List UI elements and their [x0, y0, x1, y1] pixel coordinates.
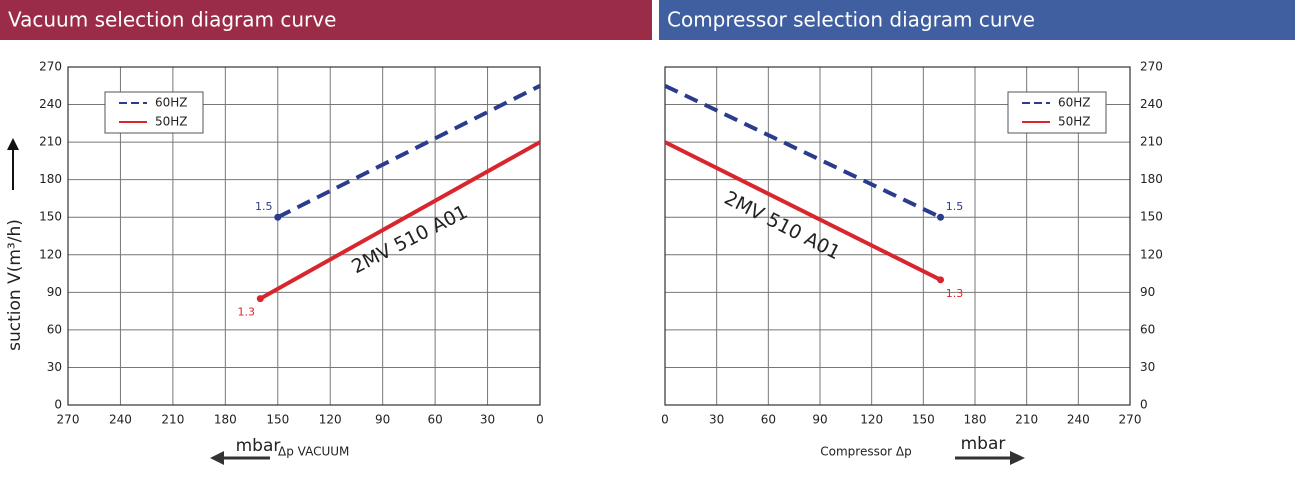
legend-label: 50HZ [1058, 115, 1091, 129]
y-tick-label: 90 [1140, 285, 1155, 299]
x-tick-label: 150 [266, 413, 289, 427]
legend-label: 60HZ [155, 96, 188, 110]
x-tick-label: 210 [161, 413, 184, 427]
x-tick-label: 180 [214, 413, 237, 427]
chart-title: Vacuum selection diagram curve [8, 8, 336, 32]
endpoint [937, 276, 945, 284]
endpoint-label: 1.3 [238, 306, 256, 319]
y-arrow-head [7, 138, 19, 150]
x-tick-label: 240 [109, 413, 132, 427]
y-tick-label: 270 [39, 60, 62, 74]
y-tick-label: 60 [1140, 322, 1155, 336]
x-tick-label: 240 [1067, 413, 1090, 427]
chart-title: Compressor selection diagram curve [667, 8, 1035, 32]
x-tick-label: 210 [1015, 413, 1038, 427]
y-tick-label: 0 [54, 398, 62, 412]
x-tick-label: 60 [427, 413, 442, 427]
series-line [664, 140, 942, 282]
endpoint [937, 213, 945, 221]
y-tick-label: 0 [1140, 398, 1148, 412]
x-tick-label: 0 [661, 413, 669, 427]
series-line [664, 83, 942, 220]
header-bar [0, 0, 652, 40]
legend-box [1007, 91, 1107, 134]
y-tick-label: 150 [39, 210, 62, 224]
endpoint [274, 213, 282, 221]
legend-label: 50HZ [155, 115, 188, 129]
x-tick-label: 30 [480, 413, 495, 427]
x-arrow-head [210, 451, 224, 465]
y-tick-label: 30 [1140, 360, 1155, 374]
y-tick-label: 240 [39, 97, 62, 111]
plot-frame [67, 66, 541, 406]
endpoint-label: 1.5 [255, 200, 273, 213]
x-axis-label: Compressor Δp [820, 445, 912, 459]
x-tick-label: 270 [1119, 413, 1142, 427]
y-tick-label: 120 [1140, 247, 1163, 261]
x-axis-label: Δp VACUUM [278, 445, 349, 459]
y-tick-label: 210 [1140, 135, 1163, 149]
series-line [259, 140, 541, 301]
x-tick-label: 270 [57, 413, 80, 427]
endpoint-label: 1.3 [946, 287, 964, 300]
y-tick-label: 60 [47, 322, 62, 336]
y-tick-label: 210 [39, 135, 62, 149]
y-tick-label: 30 [47, 360, 62, 374]
plot-frame [664, 66, 1131, 406]
x-axis-unit: mbar [961, 434, 1006, 454]
y-tick-label: 120 [39, 247, 62, 261]
x-tick-label: 30 [709, 413, 724, 427]
series-line [276, 83, 541, 220]
x-tick-label: 90 [812, 413, 827, 427]
y-tick-label: 150 [1140, 210, 1163, 224]
header-bar [659, 0, 1295, 40]
x-tick-label: 0 [536, 413, 544, 427]
endpoint [256, 295, 264, 303]
x-tick-label: 60 [761, 413, 776, 427]
x-arrow-head [1010, 451, 1025, 465]
y-tick-label: 270 [1140, 60, 1163, 74]
y-tick-label: 180 [39, 172, 62, 186]
x-tick-label: 180 [964, 413, 987, 427]
x-tick-label: 150 [912, 413, 935, 427]
x-tick-label: 120 [860, 413, 883, 427]
y-tick-label: 240 [1140, 97, 1163, 111]
legend-box [104, 91, 204, 134]
x-axis-unit: mbar [236, 436, 281, 456]
y-tick-label: 90 [47, 285, 62, 299]
y-axis-label: suction V(m³/h) [5, 219, 25, 351]
x-tick-label: 120 [319, 413, 342, 427]
endpoint-label: 1.5 [946, 200, 964, 213]
legend-label: 60HZ [1058, 96, 1091, 110]
x-tick-label: 90 [375, 413, 390, 427]
y-tick-label: 180 [1140, 172, 1163, 186]
